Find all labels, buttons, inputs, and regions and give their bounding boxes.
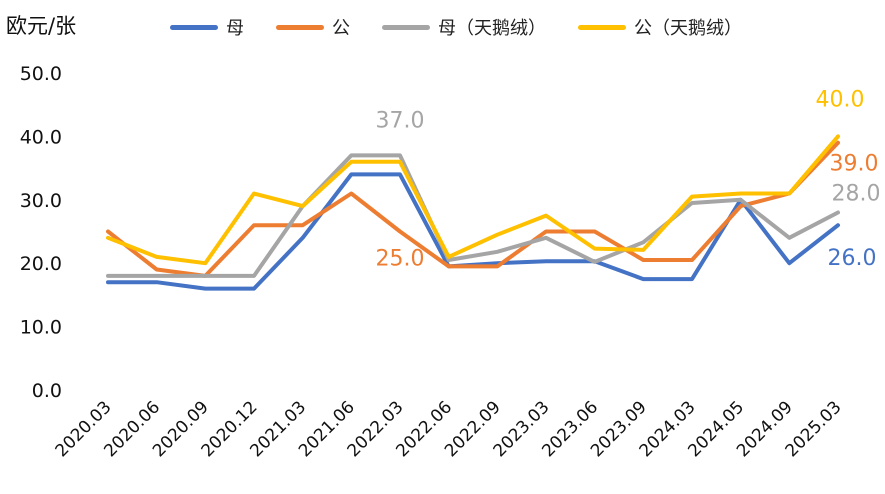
legend-swatch xyxy=(170,24,218,30)
legend-label: 母（天鹅绒） xyxy=(438,18,546,39)
data-label: 26.0 xyxy=(828,246,877,271)
data-label: 25.0 xyxy=(376,247,425,272)
y-tick-label: 20.0 xyxy=(20,253,62,275)
y-tick-label: 30.0 xyxy=(20,190,62,212)
legend: 母 公 母（天鹅绒） 公（天鹅绒） xyxy=(170,14,774,40)
legend-swatch xyxy=(276,24,324,30)
legend-item: 公（天鹅绒） xyxy=(578,14,742,40)
data-label: 28.0 xyxy=(832,181,881,206)
legend-label: 公（天鹅绒） xyxy=(634,18,742,39)
y-tick-label: 50.0 xyxy=(20,63,62,85)
y-tick-label: 0.0 xyxy=(32,380,62,402)
legend-swatch xyxy=(578,24,626,30)
legend-label: 公 xyxy=(332,18,350,39)
data-label: 40.0 xyxy=(816,87,865,112)
y-tick-label: 10.0 xyxy=(20,317,62,339)
legend-label: 母 xyxy=(226,18,244,39)
series-line-0 xyxy=(106,172,840,291)
y-axis-unit-label: 欧元/张 xyxy=(6,14,77,38)
legend-item: 母（天鹅绒） xyxy=(382,14,546,40)
series-line-2 xyxy=(106,153,840,278)
data-label: 37.0 xyxy=(376,108,425,133)
legend-swatch xyxy=(382,24,430,30)
data-label: 39.0 xyxy=(830,152,879,177)
y-tick-label: 40.0 xyxy=(20,126,62,148)
series-line-1 xyxy=(106,140,840,278)
series-line-3 xyxy=(106,134,840,266)
legend-item: 公 xyxy=(276,14,350,40)
legend-item: 母 xyxy=(170,14,244,40)
